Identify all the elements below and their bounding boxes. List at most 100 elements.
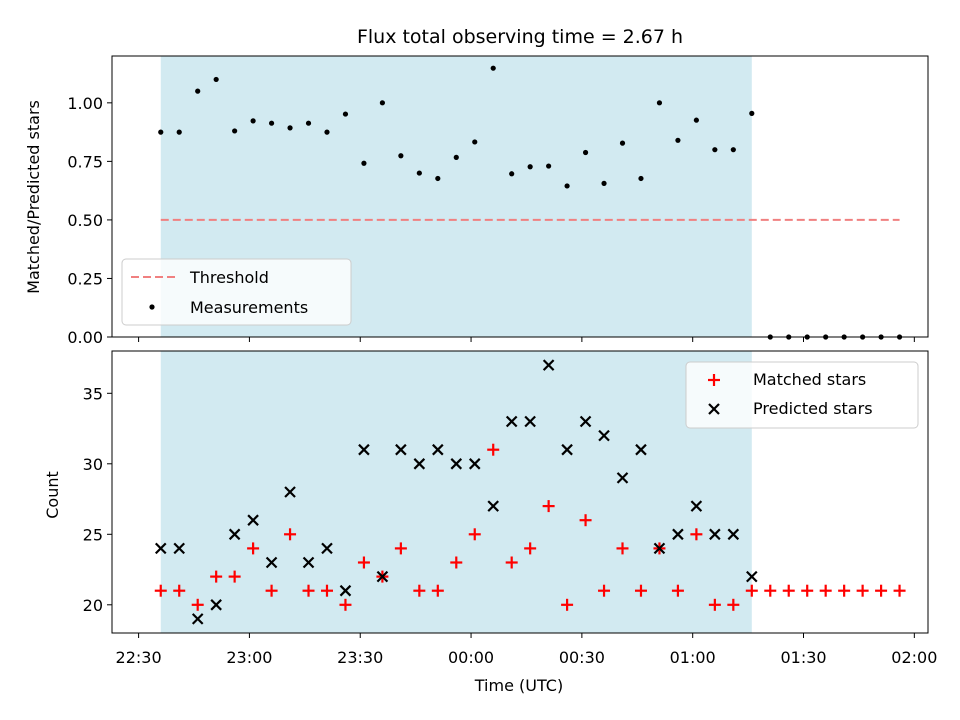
- predicted-star-marker: [339, 584, 352, 597]
- x-tick-label: 00:30: [559, 648, 605, 667]
- matched-star-marker: [616, 542, 629, 555]
- matched-star-marker: [875, 584, 888, 597]
- x-tick-label: 23:00: [226, 648, 272, 667]
- matched-star-marker: [708, 598, 721, 611]
- chart-title: Flux total observing time = 2.67 h: [357, 26, 683, 48]
- marker-stroke: [191, 613, 204, 625]
- matched-star-marker: [745, 584, 758, 597]
- predicted-star-marker: [709, 528, 721, 541]
- matched-star-marker: [320, 584, 333, 597]
- measurement-point: [342, 111, 349, 117]
- matched-star-marker: [838, 584, 851, 597]
- matched-star-marker: [487, 443, 500, 456]
- marker-stroke: [542, 359, 555, 371]
- marker-stroke: [672, 528, 684, 541]
- predicted-star-marker: [210, 599, 222, 611]
- measurement-point: [656, 100, 663, 106]
- x-tick-label: 01:30: [780, 648, 826, 667]
- predicted-star-marker: [524, 415, 536, 428]
- measurement-point: [213, 76, 219, 83]
- measurement-point: [176, 129, 182, 135]
- matched-star-marker: [339, 598, 352, 611]
- marker-stroke: [598, 429, 610, 442]
- predicted-star-marker: [450, 458, 463, 470]
- matched-star-marker: [542, 500, 555, 513]
- measurement-point: [638, 175, 644, 182]
- legend-predicted-swatch: [708, 403, 720, 415]
- marker-stroke: [376, 570, 389, 583]
- legend-predicted-label: Predicted stars: [753, 399, 873, 418]
- predicted-star-marker: [672, 528, 684, 541]
- x-axis-label: Time (UTC): [474, 676, 563, 695]
- matched-star-marker: [634, 584, 647, 597]
- y-tick-label: 0.50: [67, 211, 103, 230]
- predicted-star-marker: [561, 443, 573, 456]
- legend-measurements-label: Measurements: [190, 298, 308, 317]
- marker-stroke: [228, 528, 241, 541]
- measurement-point: [601, 180, 607, 186]
- marker-stroke: [727, 528, 740, 541]
- y-tick-label: 35: [83, 384, 103, 403]
- predicted-star-marker: [376, 570, 389, 583]
- predicted-star-marker: [302, 556, 315, 569]
- predicted-star-marker: [616, 472, 629, 484]
- predicted-star-marker: [265, 556, 278, 569]
- bottom-shaded-span: [160, 351, 752, 633]
- matched-star-marker: [727, 598, 740, 611]
- marker-stroke: [284, 486, 296, 498]
- predicted-star-marker: [191, 613, 204, 625]
- predicted-star-marker: [746, 570, 758, 583]
- marker-stroke: [690, 500, 703, 512]
- marker-stroke: [210, 599, 222, 611]
- marker-stroke: [653, 542, 666, 555]
- marker-stroke: [173, 542, 186, 555]
- measurement-point: [527, 164, 533, 170]
- measurement-point: [490, 65, 496, 71]
- matched-star-marker: [394, 542, 407, 555]
- marker-stroke: [321, 542, 333, 555]
- predicted-star-marker: [228, 528, 241, 541]
- measurement-point: [564, 183, 570, 189]
- marker-stroke: [339, 584, 352, 597]
- matched-star-marker: [524, 542, 537, 555]
- measurement-point: [730, 147, 736, 153]
- measurement-point: [250, 118, 256, 124]
- matched-star-marker: [598, 584, 611, 597]
- measurement-point: [712, 147, 718, 153]
- matched-stars-points: [154, 443, 906, 611]
- marker-stroke: [265, 556, 278, 569]
- top-y-axis-label: Matched/Predicted stars: [24, 100, 43, 294]
- matched-star-marker: [450, 556, 463, 569]
- predicted-stars-points: [154, 359, 758, 625]
- legend-matched-swatch: [708, 374, 720, 386]
- predicted-star-marker: [598, 429, 610, 442]
- matched-star-marker: [357, 556, 370, 569]
- predicted-star-marker: [727, 528, 740, 541]
- bottom-y-ticks: 20 25 30 35: [83, 384, 112, 615]
- matched-star-marker: [819, 584, 832, 597]
- marker-stroke: [487, 500, 499, 512]
- marker-stroke: [395, 443, 407, 456]
- measurement-point: [509, 171, 515, 177]
- bottom-legend: Matched stars Predicted stars: [685, 361, 919, 429]
- marker-stroke: [561, 443, 573, 456]
- matched-star-marker: [505, 556, 518, 569]
- measurement-point: [324, 129, 330, 135]
- matched-star-marker: [302, 584, 315, 597]
- measurement-point: [435, 175, 441, 182]
- x-tick-label: 02:00: [891, 648, 937, 667]
- measurement-point: [582, 149, 589, 156]
- measurement-point: [361, 160, 367, 166]
- predicted-star-marker: [635, 443, 647, 456]
- measurement-point: [675, 137, 681, 143]
- marker-stroke: [579, 415, 592, 428]
- marker-stroke: [616, 472, 629, 484]
- marker-stroke: [358, 443, 370, 456]
- measurement-point: [546, 163, 552, 169]
- measurement-point: [287, 125, 293, 131]
- x-tick-label: 22:30: [116, 648, 162, 667]
- y-tick-label: 1.00: [67, 94, 103, 113]
- matched-star-marker: [154, 584, 167, 597]
- x-tick-label: 23:30: [337, 648, 383, 667]
- y-tick-label: 0.25: [67, 269, 103, 288]
